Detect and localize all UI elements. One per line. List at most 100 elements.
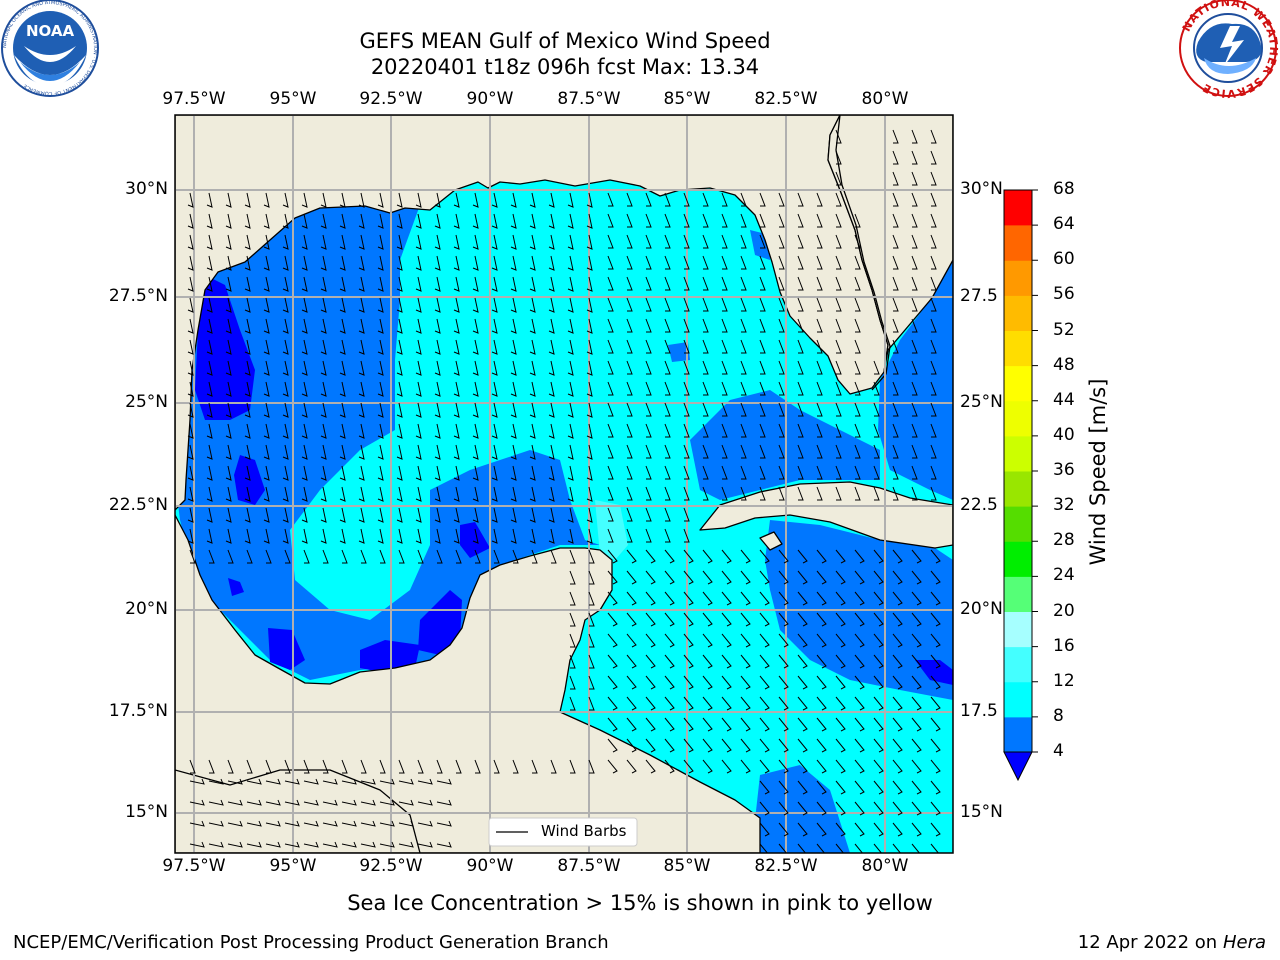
wind-barb [892,633,903,648]
wind-barb [626,738,637,753]
wind-barb [759,276,766,291]
lat-tick-left: 27.5°N [108,286,168,306]
wind-barb [377,486,384,502]
wind-barb [835,801,846,816]
lon-tick-top: 87.5°W [557,89,621,109]
wind-barb [225,234,232,250]
wind-barb [491,423,498,439]
wind-barb [377,213,384,229]
wind-barb [778,654,789,669]
wind-barb [854,318,861,333]
wind-barb [702,570,713,585]
wind-barb [854,843,864,853]
wind-barb [189,820,205,827]
wind-barb [322,841,338,848]
wind-barb [377,528,384,544]
wind-barb [740,612,751,627]
wind-barb [740,738,751,753]
wind-barb [892,570,903,585]
wind-barb [626,654,637,669]
wind-barb [683,654,694,669]
wind-barb [645,738,656,753]
wind-barb [607,444,614,459]
wind-barb [360,820,376,827]
wind-barb [263,192,270,208]
wind-barb [301,276,308,292]
wind-barb [721,633,732,648]
wind-barb [187,192,194,208]
wind-barb [206,423,213,439]
wind-barb [911,150,918,165]
wind-barb [778,759,789,774]
wind-barb [683,234,690,249]
wind-barb [396,339,403,355]
wind-barb [683,675,694,690]
wind-barb [759,717,770,732]
wind-barb [377,360,384,376]
wind-barb [702,234,709,249]
wind-barb [664,759,675,774]
wind-barb [797,549,808,564]
wind-barb [664,654,675,669]
wind-barb [778,738,789,753]
wind-barb [721,339,728,354]
wind-barb [586,192,593,208]
wind-barb [645,654,656,669]
wind-barb [702,696,713,711]
wind-barb [588,654,595,669]
wind-barb [510,318,517,334]
wind-barb [303,549,310,564]
wind-barb [892,696,903,711]
wind-barb [626,633,637,648]
wind-barb [911,129,918,144]
wind-barb [892,717,903,732]
wind-barb [797,234,804,249]
wind-barb [778,297,785,312]
wind-barb [453,318,460,334]
wind-barb [567,192,574,208]
wind-barb [358,339,365,355]
colorbar-tick-label: 68 [1053,179,1075,199]
wind-barb [472,465,479,481]
wind-barb [529,507,536,523]
wind-barb [227,820,243,827]
wind-barb [854,612,865,627]
wind-barb [301,381,308,397]
wind-barb [360,759,367,774]
wind-barb [854,780,865,795]
wind-barb [740,654,751,669]
wind-barb [339,192,346,208]
wind-barb [702,297,709,312]
wind-barb [320,465,327,481]
wind-barb [586,255,593,271]
colorbar-segment [1004,435,1032,472]
wind-barb [206,297,213,313]
wind-barb [683,759,694,774]
wind-barb [797,213,804,228]
wind-barb [930,801,941,816]
colorbar-segment [1004,365,1032,402]
wind-barb [360,841,376,848]
wind-barb [586,486,593,502]
wind-barb [510,423,517,439]
wind-barb [417,759,424,774]
wind-barb [434,381,441,397]
wind-barb [282,213,289,229]
wind-barb [911,234,918,249]
wind-barb [930,654,941,669]
wind-barb [491,276,498,292]
wind-barb [225,528,232,544]
wind-barb [607,591,618,606]
wind-barb [702,423,709,438]
wind-barb [721,255,728,270]
wind-barb [415,339,422,355]
wind-barb [930,192,937,207]
wind-barb [377,255,384,271]
wind-barb [588,612,595,627]
wind-barb [358,528,365,544]
wind-barb [702,633,713,648]
wind-barb [567,339,574,355]
wind-barb [377,339,384,355]
wind-barb [664,255,671,270]
wind-barb [301,507,308,523]
